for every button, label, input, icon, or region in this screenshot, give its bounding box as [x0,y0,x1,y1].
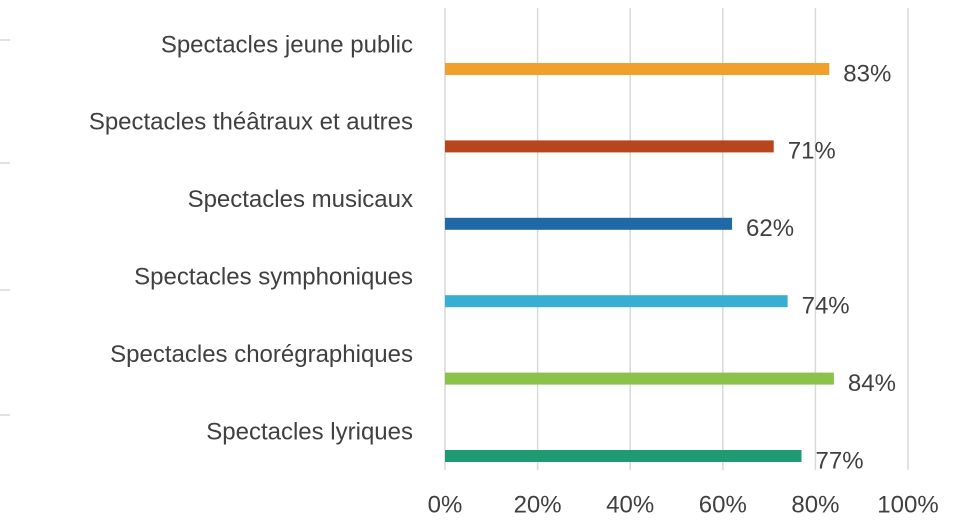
category-label: Spectacles musicaux [188,186,413,213]
x-tick-label: 60% [699,491,747,518]
category-label: Spectacles chorégraphiques [110,341,413,368]
bar [445,295,788,308]
bar [445,140,774,153]
data-label: 74% [802,293,850,320]
x-tick-label: 40% [606,491,654,518]
bar [445,217,733,230]
x-tick-label: 80% [791,491,839,518]
data-label: 62% [746,215,794,242]
data-label: 71% [788,138,836,165]
category-label: Spectacles théâtraux et autres [89,109,413,136]
left-edge-marks [0,39,10,416]
x-tick-label: 20% [514,491,562,518]
data-label: 77% [816,447,864,474]
data-label: 84% [848,370,896,397]
bar [445,63,830,75]
category-label: Spectacles lyriques [206,418,413,445]
bar [445,372,834,385]
category-label: Spectacles jeune public [161,31,413,58]
bar [445,450,802,462]
category-label: Spectacles symphoniques [134,264,413,291]
x-tick-label: 100% [877,491,938,518]
x-tick-label: 0% [428,491,463,518]
data-label: 83% [843,60,891,87]
